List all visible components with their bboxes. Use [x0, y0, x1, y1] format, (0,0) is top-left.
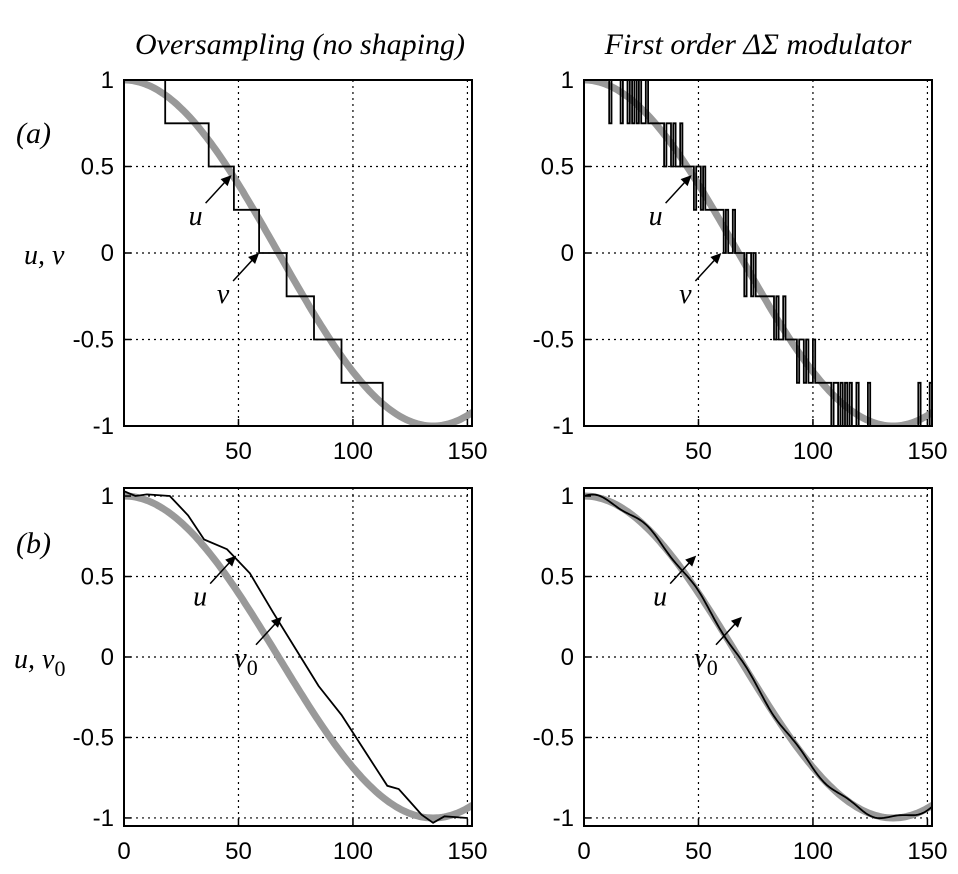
series-v0-b-right [584, 493, 932, 820]
y-tick-label: -0.5 [533, 327, 574, 354]
x-tick-label: 150 [447, 838, 487, 865]
arrowhead-u [225, 555, 237, 567]
annotation-arrow-u [209, 559, 233, 585]
y-axis-label-b: u, v0 [14, 644, 65, 681]
y-axis-label-a: u, v [24, 240, 65, 271]
chart-a-right: 50 100 150 1 0.5 0 -0.5 -1 u v [533, 67, 948, 465]
y-tick-label: 0 [561, 644, 574, 671]
annotation-label-v0-main: v [234, 643, 247, 674]
y-tick-label: 0 [101, 240, 114, 267]
y-tick-label: -1 [93, 413, 114, 440]
annotation-label-u: u [653, 582, 667, 613]
series-v0-b-left [124, 490, 468, 824]
column-title-left: Oversampling (no shaping) [135, 28, 465, 61]
annotation-label-v: v [217, 279, 230, 310]
annotation-label-v0: v0 [694, 643, 717, 680]
column-title-right: First order ΔΣ modulator [604, 28, 912, 61]
series-v-a-left [124, 80, 384, 426]
annotation-label-v: v [679, 279, 692, 310]
series-u-b-left [124, 492, 472, 822]
arrowhead-u [220, 175, 232, 187]
annotation-arrow-u [669, 559, 693, 585]
y-tick-label: -0.5 [73, 724, 114, 751]
y-tick-label: -1 [553, 805, 574, 832]
x-tick-label: 150 [907, 438, 947, 465]
y-tick-label: -1 [93, 805, 114, 832]
y-tick-label: -0.5 [533, 724, 574, 751]
arrowhead-v [710, 253, 722, 264]
x-tick-label: 150 [907, 838, 947, 865]
y-tick-label: 0.5 [81, 154, 114, 181]
annotation-arrow-u [665, 178, 689, 204]
arrowhead-v0 [270, 616, 282, 628]
arrowhead-v [248, 253, 260, 264]
y-tick-label: 1 [101, 67, 114, 94]
y-tick-label: 0 [101, 644, 114, 671]
x-tick-label: 0 [117, 838, 130, 865]
y-tick-label: 0.5 [541, 564, 574, 591]
y-axis-label-b-sub: 0 [54, 656, 65, 681]
annotation-label-v0: v0 [234, 643, 257, 680]
annotation-label-v0-sub: 0 [247, 655, 258, 680]
x-tick-label: 100 [333, 838, 373, 865]
y-tick-label: 1 [561, 483, 574, 510]
y-tick-label: 1 [561, 67, 574, 94]
y-tick-label: -0.5 [73, 327, 114, 354]
x-tick-label: 150 [447, 438, 487, 465]
chart-a-left: 50 100 150 1 0.5 0 -0.5 -1 u v [73, 67, 488, 465]
y-tick-label: 0.5 [81, 564, 114, 591]
y-tick-label: 0.5 [541, 154, 574, 181]
y-tick-label: 1 [101, 483, 114, 510]
x-tick-label: 0 [577, 838, 590, 865]
row-label-a: (a) [16, 117, 51, 150]
x-tick-label: 100 [793, 838, 833, 865]
series-v-a-right [584, 80, 932, 426]
y-axis-label-b-text: u, v [14, 644, 55, 675]
x-tick-label: 50 [685, 838, 712, 865]
x-tick-label: 100 [793, 438, 833, 465]
x-tick-label: 50 [685, 438, 712, 465]
y-tick-label: 0 [561, 240, 574, 267]
annotation-arrow-v0 [255, 620, 279, 646]
annotation-arrow-v [232, 256, 256, 282]
annotation-arrow-v0 [715, 620, 739, 646]
arrowhead-u [680, 175, 692, 187]
annotation-label-v0-sub: 0 [707, 655, 718, 680]
x-tick-label: 50 [225, 438, 252, 465]
x-tick-label: 100 [333, 438, 373, 465]
annotation-arrow-u [205, 178, 229, 204]
row-label-b: (b) [16, 527, 51, 560]
annotation-label-v0-main: v [694, 643, 707, 674]
annotation-label-u: u [193, 582, 207, 613]
x-tick-label: 50 [225, 838, 252, 865]
annotation-label-u: u [189, 201, 203, 232]
annotation-arrow-v [694, 256, 718, 282]
arrowhead-v0 [730, 616, 742, 628]
annotation-label-u: u [649, 201, 663, 232]
arrowhead-u [685, 555, 697, 567]
series-u-a-left [124, 80, 472, 426]
y-axis-label-a-text: u, v [24, 240, 65, 271]
y-tick-label: -1 [553, 413, 574, 440]
